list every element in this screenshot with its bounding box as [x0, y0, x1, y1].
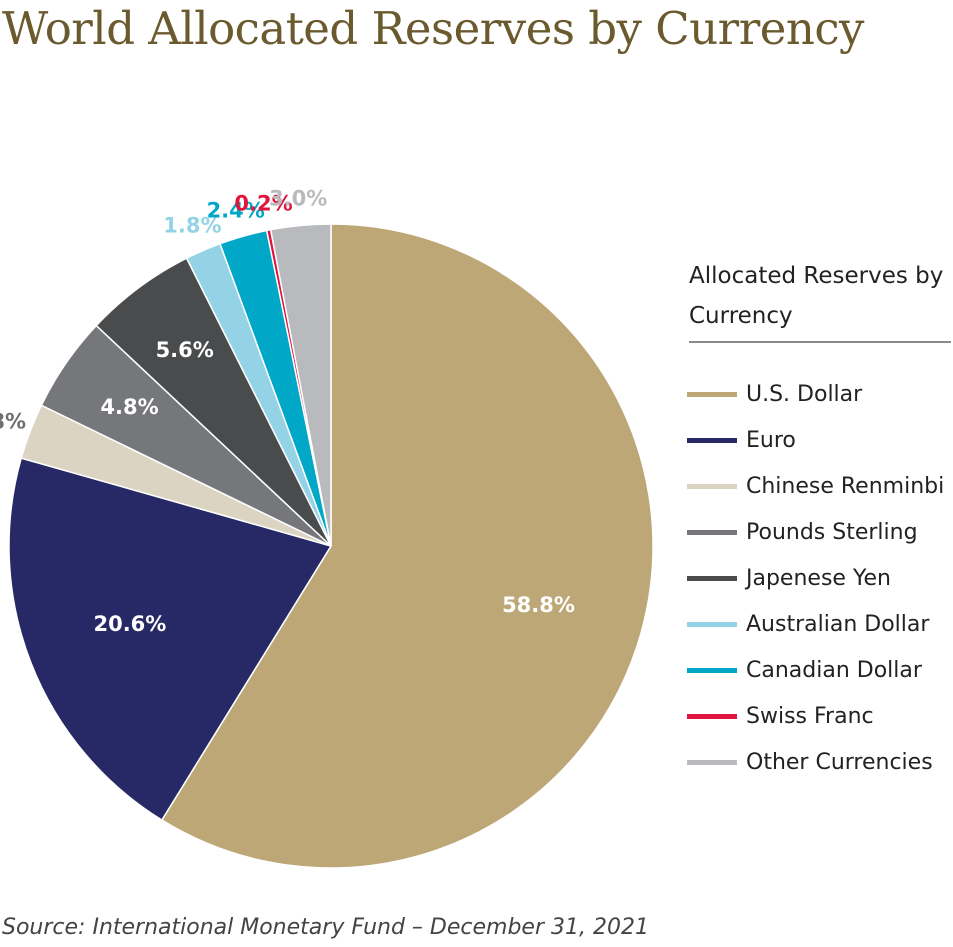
legend-swatch [687, 759, 737, 765]
legend-item-pounds-sterling: Pounds Sterling [687, 509, 944, 555]
source-note: Source: International Monetary Fund – De… [2, 915, 649, 940]
legend-swatch [687, 529, 737, 535]
legend-swatch [687, 667, 737, 673]
legend-label: Pounds Sterling [746, 519, 918, 545]
data-label-pounds-sterling: 4.8% [100, 395, 158, 419]
legend-label: Australian Dollar [746, 611, 930, 637]
data-label-u-s-dollar: 58.8% [502, 593, 575, 617]
legend-label: Japenese Yen [746, 565, 891, 591]
legend-swatch [687, 575, 737, 581]
data-label-swiss-franc: 0.2% [234, 192, 292, 216]
legend-label: U.S. Dollar [746, 381, 863, 407]
pie-slice-u-s-dollar [160, 223, 654, 869]
legend-label: Euro [746, 427, 796, 453]
legend-item-chinese-renminbi: Chinese Renminbi [687, 463, 944, 509]
legend-label: Canadian Dollar [746, 657, 922, 683]
legend-item-euro: Euro [687, 417, 944, 463]
legend-divider [689, 341, 951, 343]
legend-title: Allocated Reserves by Currency [689, 263, 944, 329]
data-label-other-currencies: 3.0% [269, 187, 327, 211]
legend-item-u-s-dollar: U.S. Dollar [687, 371, 944, 417]
legend-swatch [687, 621, 737, 627]
legend-label: Chinese Renminbi [746, 473, 945, 499]
legend-swatch [687, 713, 737, 719]
legend-item-australian-dollar: Australian Dollar [687, 601, 944, 647]
legend-swatch [687, 391, 737, 397]
legend-item-japenese-yen: Japenese Yen [687, 555, 944, 601]
data-label-canadian-dollar: 2.4% [207, 198, 265, 222]
pie-slice-other-currencies [269, 223, 332, 547]
legend-swatch [687, 437, 737, 443]
legend-item-swiss-franc: Swiss Franc [687, 693, 944, 739]
chart-title: World Allocated Reserves by Currency [2, 2, 864, 55]
data-label-euro: 20.6% [93, 612, 166, 636]
legend-label: Other Currencies [746, 749, 933, 775]
legend-swatch [687, 483, 737, 489]
legend: U.S. Dollar Euro Chinese Renminbi Pounds St… [687, 371, 944, 785]
legend-item-other-currencies: Other Currencies [687, 739, 944, 785]
data-label-australian-dollar: 1.8% [163, 214, 221, 238]
pie-slice-euro [8, 457, 333, 822]
legend-item-canadian-dollar: Canadian Dollar [687, 647, 944, 693]
legend-label: Swiss Franc [746, 703, 874, 729]
data-label-chinese-renminbi: 2.8% [0, 410, 26, 434]
data-label-japenese-yen: 5.6% [156, 338, 214, 362]
